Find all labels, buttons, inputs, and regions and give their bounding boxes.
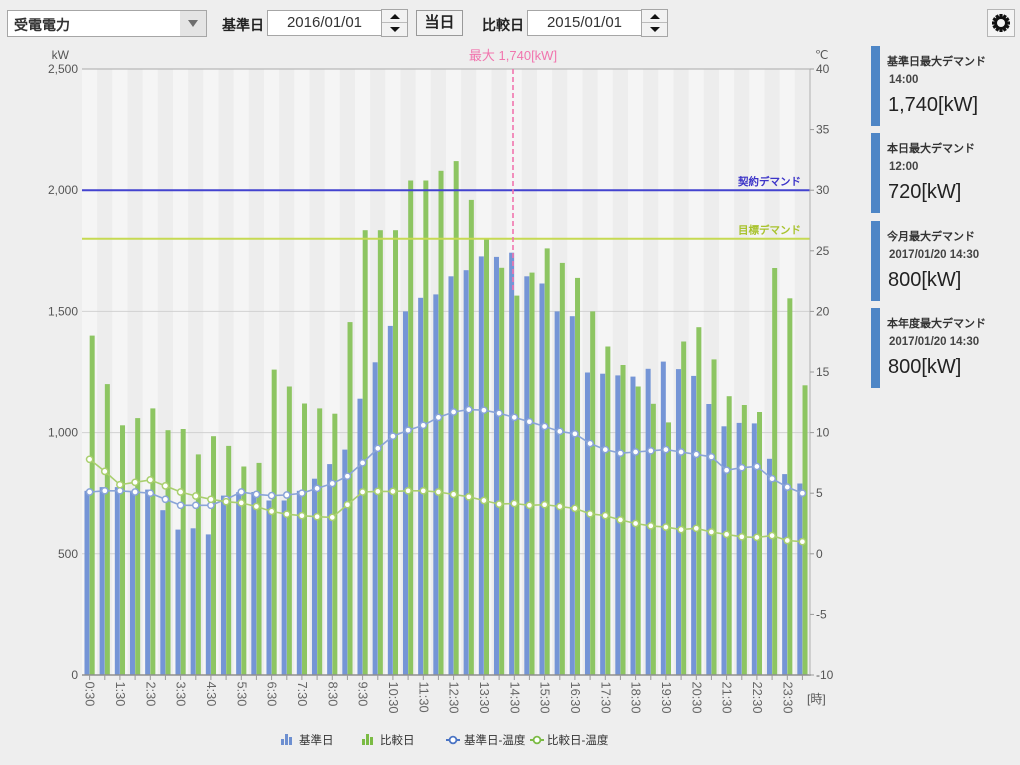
svg-text:-5: -5 <box>816 607 827 621</box>
svg-text:11:30: 11:30 <box>416 682 431 713</box>
svg-text:19:30: 19:30 <box>659 682 674 714</box>
svg-text:基準日: 基準日 <box>299 733 334 747</box>
svg-text:2:30: 2:30 <box>143 682 158 707</box>
svg-text:比較日-温度: 比較日-温度 <box>547 733 609 747</box>
svg-text:最大 1,740[kW]: 最大 1,740[kW] <box>469 48 557 63</box>
svg-text:5:30: 5:30 <box>234 682 249 707</box>
svg-text:21:30: 21:30 <box>720 682 735 714</box>
svg-text:0: 0 <box>71 668 78 682</box>
svg-text:20:30: 20:30 <box>689 682 704 714</box>
svg-text:20: 20 <box>816 304 830 318</box>
svg-text:1,000: 1,000 <box>48 426 78 440</box>
svg-text:℃: ℃ <box>815 48 828 62</box>
svg-text:0:30: 0:30 <box>83 682 98 707</box>
svg-text:kW: kW <box>52 48 70 62</box>
svg-text:1,500: 1,500 <box>48 304 78 318</box>
svg-text:-10: -10 <box>816 668 834 682</box>
svg-text:契約デマンド: 契約デマンド <box>737 175 801 188</box>
svg-text:目標デマンド: 目標デマンド <box>738 224 801 237</box>
svg-text:40: 40 <box>816 62 830 76</box>
svg-text:30: 30 <box>816 183 830 197</box>
svg-text:18:30: 18:30 <box>629 682 644 714</box>
svg-text:2,500: 2,500 <box>48 62 78 76</box>
svg-text:14:30: 14:30 <box>507 682 522 714</box>
svg-text:7:30: 7:30 <box>295 682 310 707</box>
svg-text:22:30: 22:30 <box>750 682 765 714</box>
svg-text:0: 0 <box>816 547 823 561</box>
svg-text:23:30: 23:30 <box>780 682 795 714</box>
svg-text:500: 500 <box>58 547 78 561</box>
svg-text:12:30: 12:30 <box>447 682 462 714</box>
svg-text:17:30: 17:30 <box>598 682 613 714</box>
svg-text:35: 35 <box>816 123 830 137</box>
svg-text:5: 5 <box>816 486 823 500</box>
svg-text:10:30: 10:30 <box>386 682 401 714</box>
svg-text:6:30: 6:30 <box>265 682 280 707</box>
svg-text:基準日-温度: 基準日-温度 <box>464 733 526 747</box>
svg-text:15:30: 15:30 <box>538 682 553 714</box>
svg-text:10: 10 <box>816 426 830 440</box>
svg-text:比較日: 比較日 <box>380 733 415 747</box>
svg-text:13:30: 13:30 <box>477 682 492 714</box>
svg-text:3:30: 3:30 <box>174 682 189 707</box>
svg-text:25: 25 <box>816 244 830 258</box>
svg-text:1:30: 1:30 <box>113 682 128 707</box>
svg-text:[時]: [時] <box>807 692 826 706</box>
svg-text:15: 15 <box>816 365 830 379</box>
svg-text:4:30: 4:30 <box>204 682 219 707</box>
svg-text:8:30: 8:30 <box>325 682 340 707</box>
svg-text:9:30: 9:30 <box>356 682 371 707</box>
svg-text:2,000: 2,000 <box>48 183 78 197</box>
svg-text:16:30: 16:30 <box>568 682 583 714</box>
